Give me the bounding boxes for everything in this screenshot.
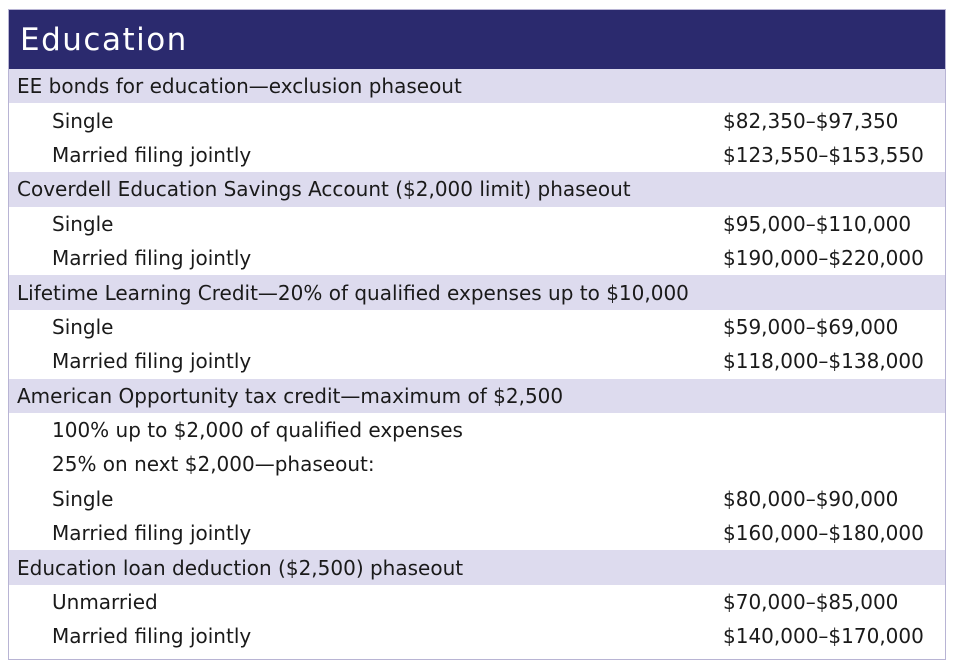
row-value: $160,000–$180,000 [723, 521, 924, 546]
row-value: $190,000–$220,000 [723, 246, 924, 271]
row-value: $123,550–$153,550 [723, 142, 924, 167]
row-label: 100% up to $2,000 of qualified expenses [52, 418, 463, 443]
table-title: Education [20, 21, 188, 58]
table-row: Single $80,000–$90,000 [9, 482, 945, 516]
row-label: Married filing jointly [52, 624, 252, 649]
row-value: $95,000–$110,000 [723, 211, 912, 236]
section-heading: EE bonds for education—exclusion phaseou… [9, 69, 945, 104]
row-label: Single [52, 211, 114, 236]
row-value: $118,000–$138,000 [723, 349, 924, 374]
table-header: Education [9, 10, 945, 69]
row-label: Married filing jointly [52, 246, 252, 271]
table-row: Married filing jointly $140,000–$170,000 [9, 619, 945, 653]
section-heading: American Opportunity tax credit—maximum … [9, 378, 945, 413]
row-value: $140,000–$170,000 [723, 624, 924, 649]
row-label: Single [52, 108, 114, 133]
table-row: Married filing jointly $123,550–$153,550 [9, 138, 945, 172]
education-table: Education EE bonds for education—exclusi… [8, 9, 946, 660]
table-row: Married filing jointly $190,000–$220,000 [9, 241, 945, 275]
section-heading-label: Education loan deduction ($2,500) phaseo… [17, 555, 464, 580]
section-heading: Education loan deduction ($2,500) phaseo… [9, 550, 945, 585]
table-row: Single $95,000–$110,000 [9, 207, 945, 241]
table-row: 25% on next $2,000—phaseout: [9, 447, 945, 481]
table-row: Unmarried $70,000–$85,000 [9, 585, 945, 619]
table-row: Married filing jointly $118,000–$138,000 [9, 344, 945, 378]
table-row: Single $59,000–$69,000 [9, 310, 945, 344]
section-heading: Lifetime Learning Credit—20% of qualifie… [9, 275, 945, 310]
table-row: 100% up to $2,000 of qualified expenses [9, 413, 945, 447]
row-label: 25% on next $2,000—phaseout: [52, 452, 375, 477]
row-label: Married filing jointly [52, 521, 252, 546]
section-heading-label: Lifetime Learning Credit—20% of qualifie… [17, 280, 689, 305]
row-label: Single [52, 314, 114, 339]
row-label: Married filing jointly [52, 142, 252, 167]
row-value: $82,350–$97,350 [723, 108, 899, 133]
row-value: $59,000–$69,000 [723, 314, 899, 339]
section-heading-label: Coverdell Education Savings Account ($2,… [17, 177, 631, 202]
row-value: $70,000–$85,000 [723, 590, 899, 615]
row-label: Unmarried [52, 590, 158, 615]
row-label: Single [52, 486, 114, 511]
row-value: $80,000–$90,000 [723, 486, 899, 511]
section-heading: Coverdell Education Savings Account ($2,… [9, 172, 945, 207]
table-row: Married filing jointly $160,000–$180,000 [9, 516, 945, 550]
table-row: Single $82,350–$97,350 [9, 103, 945, 137]
row-label: Married filing jointly [52, 349, 252, 374]
section-heading-label: American Opportunity tax credit—maximum … [17, 383, 564, 408]
section-heading-label: EE bonds for education—exclusion phaseou… [17, 74, 462, 99]
